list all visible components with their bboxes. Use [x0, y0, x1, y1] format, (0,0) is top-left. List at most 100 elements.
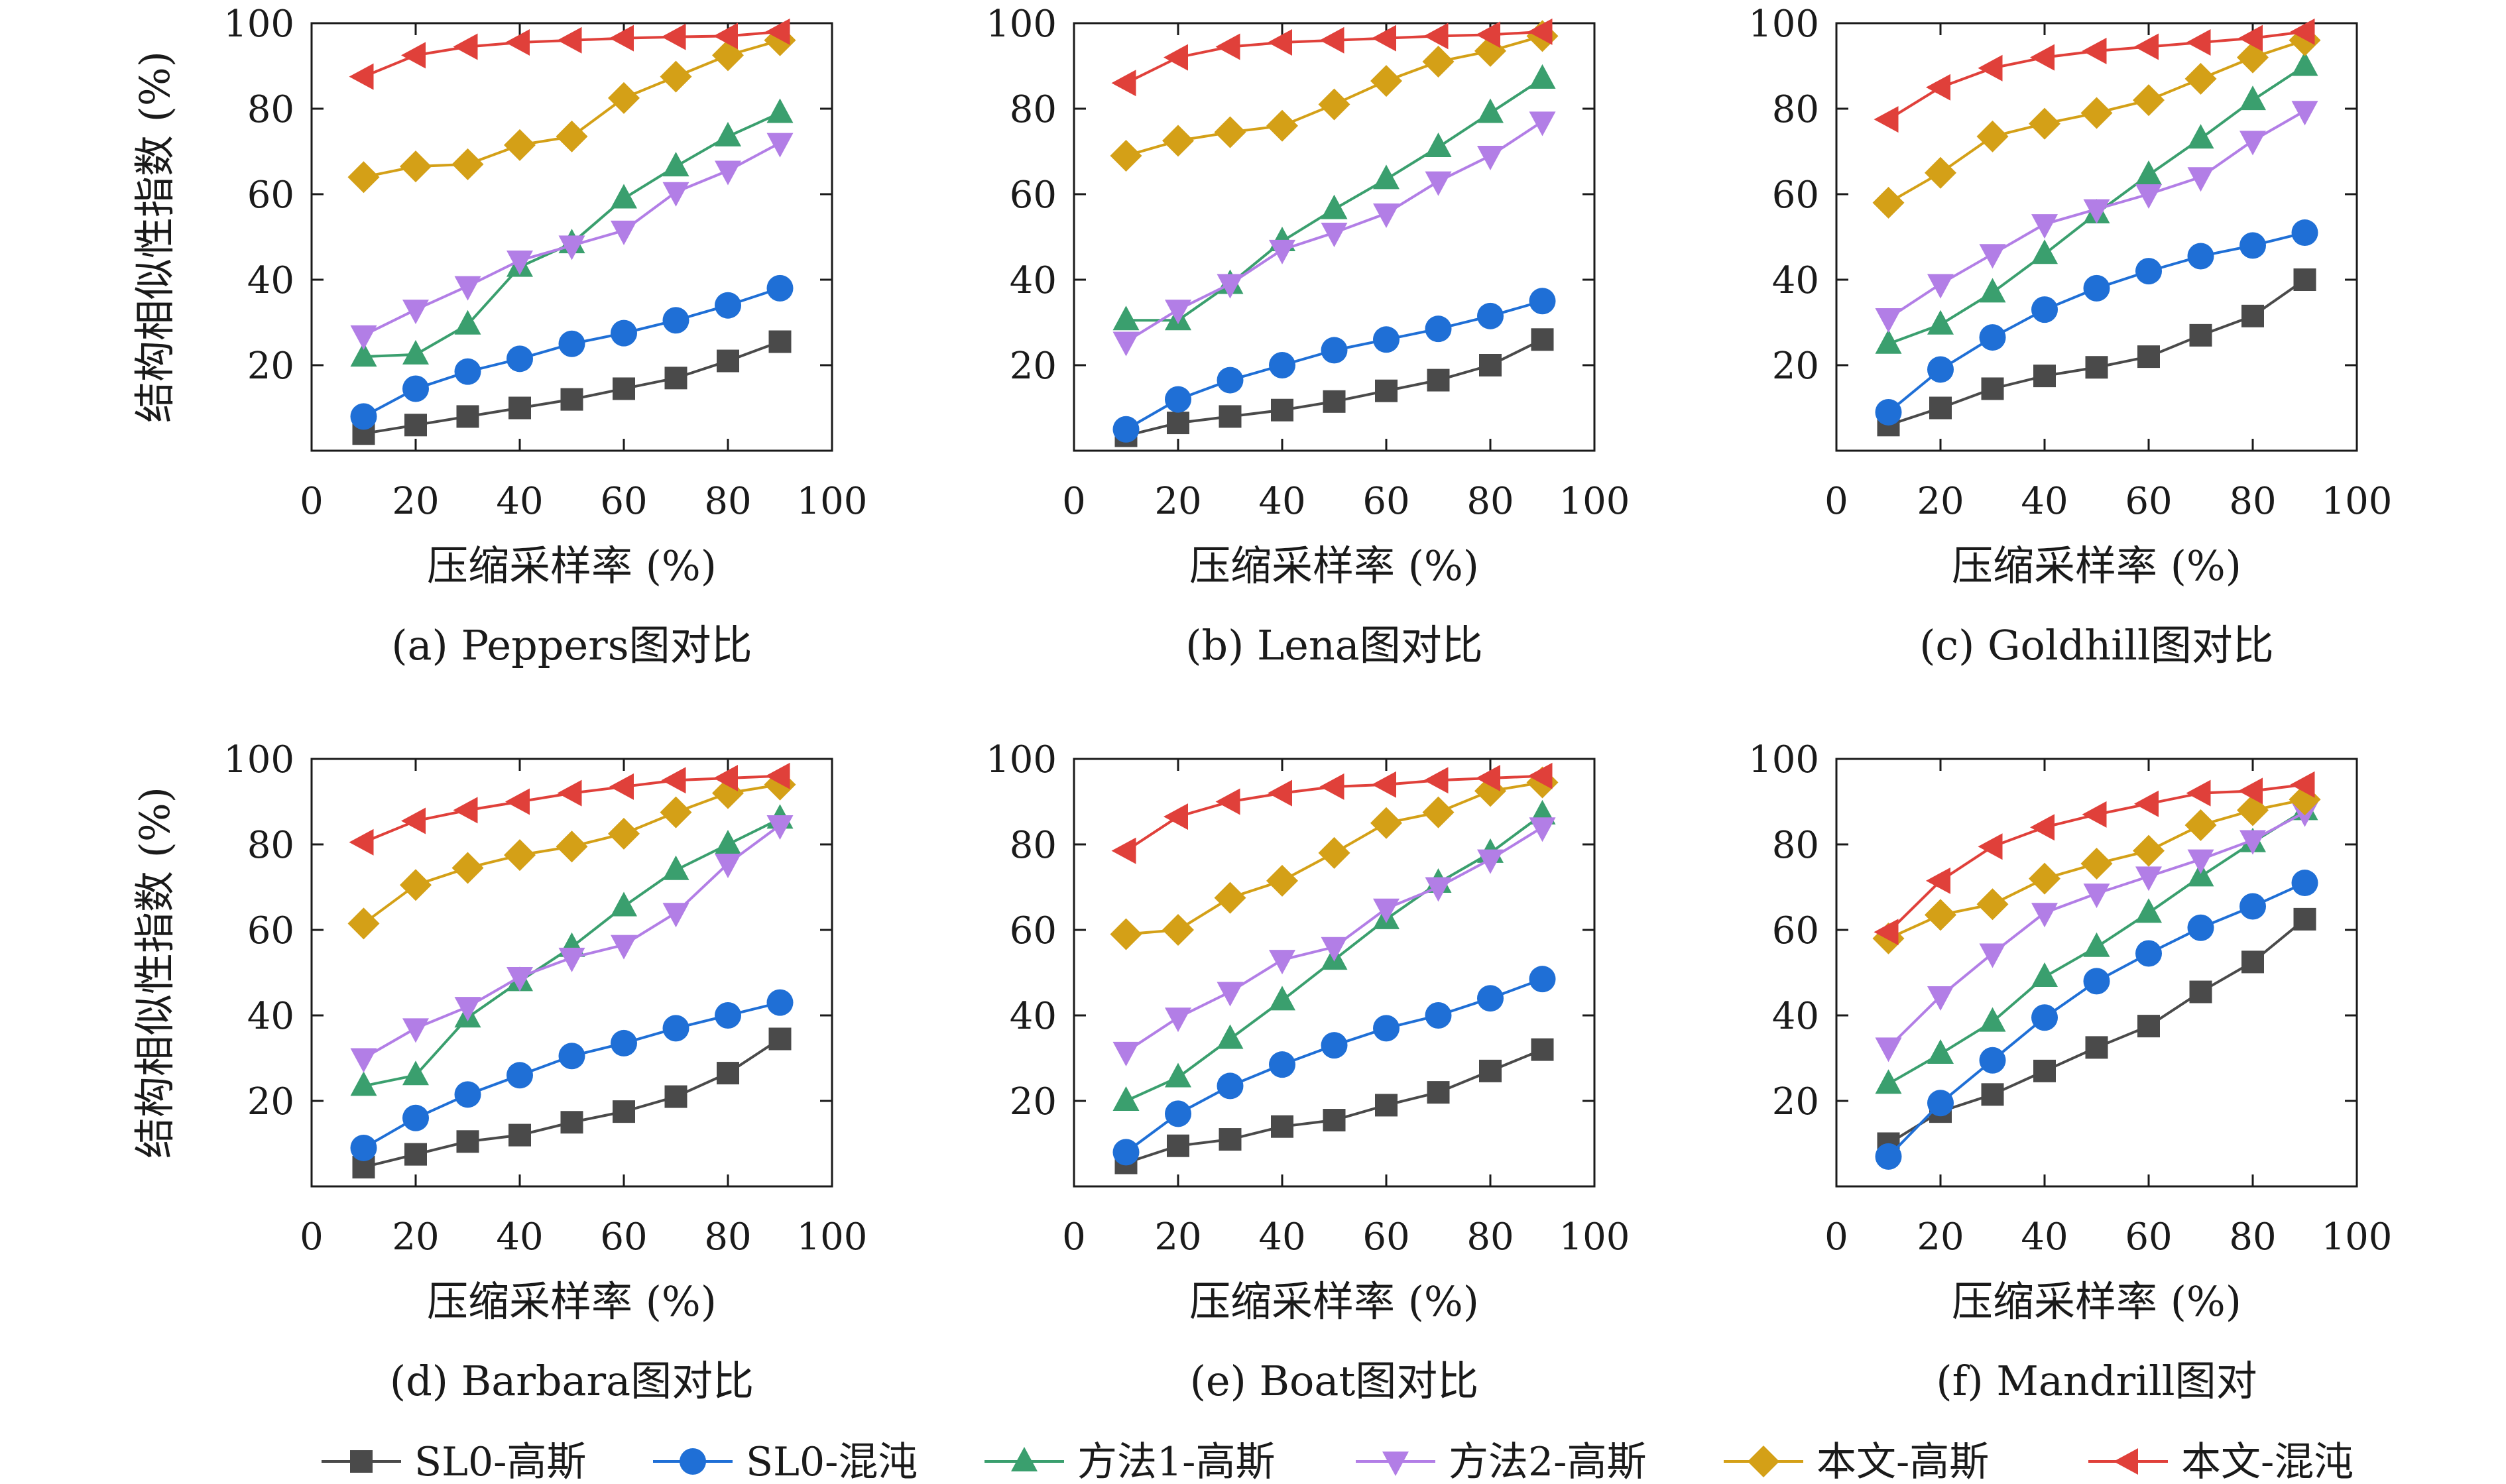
- data-point: [1321, 1032, 1348, 1059]
- data-point: [1872, 186, 1905, 219]
- panel-caption: (c) Goldhill图对比: [1919, 621, 2274, 669]
- panel-caption: (d) Barbara图对比: [390, 1357, 754, 1405]
- data-point: [2187, 914, 2214, 941]
- x-tick-label: 100: [797, 1216, 868, 1259]
- data-point: [2029, 862, 2060, 895]
- x-tick-label: 20: [1154, 480, 1201, 523]
- data-point: [1479, 354, 1502, 376]
- data-point: [1215, 33, 1240, 60]
- x-tick-label: 40: [2021, 480, 2068, 523]
- data-point: [611, 220, 637, 245]
- data-point: [1111, 70, 1136, 97]
- data-point: [1425, 1002, 1452, 1029]
- data-point: [766, 989, 794, 1016]
- data-point: [1979, 943, 2006, 968]
- data-point: [1527, 18, 1553, 45]
- data-point: [2291, 219, 2318, 247]
- data-point: [1529, 64, 1556, 89]
- data-point: [1875, 1037, 1902, 1062]
- data-point: [717, 349, 739, 372]
- data-point: [2293, 907, 2316, 931]
- y-tick-label: 60: [1772, 909, 1819, 952]
- data-point: [558, 1043, 585, 1070]
- chart-panel-e: 20 40 60 80 100 0 20 40 60 80 100 压缩采样率 (%) (e) Boat…: [986, 738, 1630, 1405]
- data-point: [660, 60, 692, 93]
- x-tick-label: 60: [2125, 480, 2172, 523]
- x-axis-label: 压缩采样率 (%): [1952, 542, 2241, 590]
- x-tick-label: 0: [300, 480, 324, 523]
- legend: SL0-高斯 SL0-混沌 方法1-高斯 方法2-高斯 本文-高斯 本文-混沌: [322, 1439, 2354, 1484]
- x-tick-label: 20: [1917, 1216, 1964, 1259]
- x-axis-label: 压缩采样率 (%): [1952, 1277, 2241, 1326]
- data-point: [1112, 331, 1140, 357]
- data-point: [1927, 310, 1954, 335]
- data-point: [558, 330, 585, 357]
- data-point: [2237, 41, 2269, 74]
- data-point: [558, 947, 585, 972]
- data-point: [611, 319, 637, 347]
- x-tick-label: 20: [392, 480, 439, 523]
- data-point: [401, 42, 426, 69]
- data-point: [608, 82, 640, 114]
- x-tick-label: 40: [496, 480, 543, 523]
- data-point: [349, 63, 374, 90]
- x-tick-label: 40: [1258, 480, 1305, 523]
- data-point: [1370, 807, 1402, 839]
- data-point: [350, 403, 377, 430]
- data-point: [1110, 918, 1142, 950]
- data-point: [560, 388, 583, 411]
- data-point: [1476, 21, 1500, 48]
- data-point: [715, 160, 741, 186]
- legend-label: SL0-高斯: [414, 1439, 586, 1484]
- data-point: [1976, 120, 2009, 152]
- legend-item-m2_gauss: 方法2-高斯: [1356, 1439, 1646, 1484]
- series-sl0_chaos: [1112, 966, 1556, 1166]
- data-point: [1981, 377, 2004, 400]
- plot-frame: [1835, 22, 2358, 452]
- data-point: [766, 274, 794, 302]
- series-sl0_gauss: [1877, 268, 2316, 437]
- data-point: [2239, 131, 2266, 156]
- data-point: [1477, 985, 1504, 1012]
- data-point: [1318, 88, 1350, 121]
- data-point: [2083, 274, 2110, 302]
- data-point: [1927, 1039, 1954, 1064]
- data-point: [1269, 950, 1295, 975]
- x-tick-label: 80: [2229, 480, 2276, 523]
- data-point: [1269, 986, 1295, 1011]
- data-point: [1981, 1083, 2004, 1106]
- data-point: [713, 23, 738, 50]
- panel-caption: (f) Mandrill图对: [1936, 1357, 2257, 1405]
- data-point: [1927, 986, 1954, 1011]
- data-point: [1269, 239, 1295, 264]
- data-point: [2135, 184, 2162, 209]
- data-point: [2134, 33, 2159, 60]
- data-point: [1268, 29, 1292, 56]
- series-sl0_chaos: [350, 989, 794, 1161]
- data-point: [1112, 1139, 1140, 1166]
- data-point: [1167, 412, 1189, 435]
- data-point: [2189, 980, 2212, 1003]
- chart-panel-d: 20 40 60 80 100 0 20 40 60 80 100 压缩采样率 (%) (d) Barb…: [131, 738, 867, 1405]
- data-point: [662, 152, 689, 177]
- x-tick-label: 100: [1559, 1216, 1630, 1259]
- y-tick-label: 100: [223, 738, 294, 781]
- data-point: [2239, 86, 2266, 111]
- series-ours_gauss: [1110, 766, 1559, 950]
- data-point: [2137, 1015, 2160, 1038]
- data-point: [2135, 258, 2162, 285]
- data-point: [1425, 315, 1452, 343]
- data-point: [2133, 84, 2165, 117]
- data-point: [557, 27, 582, 54]
- x-axis-label: 压缩采样率 (%): [427, 1277, 717, 1326]
- data-point: [400, 150, 432, 183]
- series-ours_chaos: [1111, 18, 1553, 97]
- data-point: [1370, 65, 1402, 97]
- x-tick-label: 20: [1917, 480, 1964, 523]
- data-point: [1165, 1062, 1191, 1088]
- y-tick-label: 40: [1772, 995, 1819, 1038]
- y-tick-label: 20: [247, 1080, 294, 1123]
- y-tick-label: 100: [1748, 738, 1819, 781]
- data-point: [1422, 796, 1455, 828]
